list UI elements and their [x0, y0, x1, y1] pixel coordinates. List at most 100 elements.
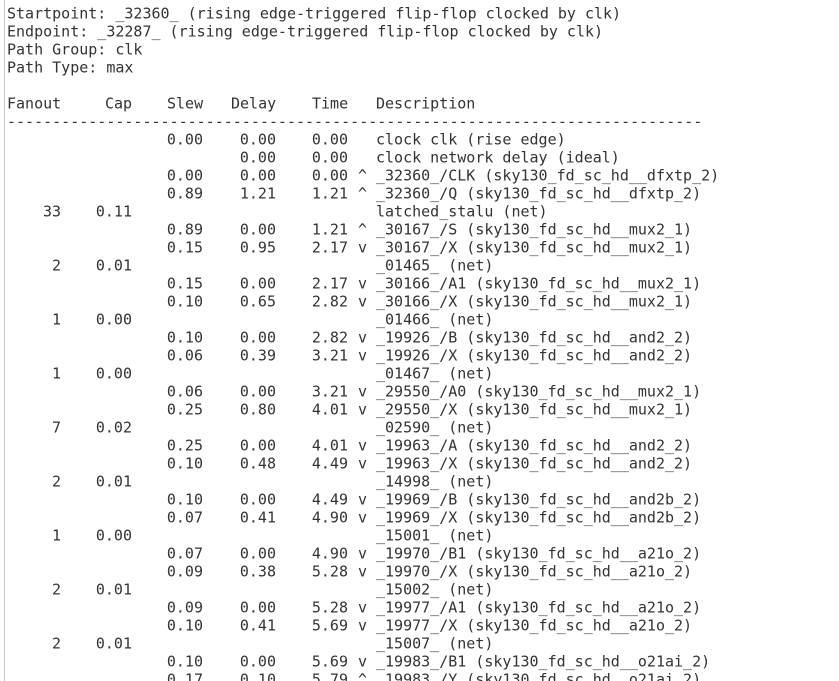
description-cell: _32360_/CLK (sky130_fd_sc_hd__dfxtp_2): [376, 167, 719, 185]
delay-cell: 0.00: [240, 383, 276, 401]
delay-cell: 0.41: [240, 617, 276, 635]
edge-cell: v: [358, 401, 367, 419]
edge-cell: v: [358, 275, 367, 293]
edge-cell: v: [358, 509, 367, 527]
description-cell: _19963_/A (sky130_fd_sc_hd__and2_2): [376, 437, 692, 455]
delay-cell: 0.65: [240, 293, 276, 311]
time-cell: 0.00: [312, 167, 348, 185]
slew-cell: 0.07: [167, 545, 203, 563]
delay-cell: 0.00: [240, 131, 276, 149]
delay-cell: 0.00: [240, 437, 276, 455]
path-type-line: Path Type: max: [7, 59, 133, 77]
time-cell: 5.79: [312, 671, 348, 681]
slew-cell: 0.15: [167, 239, 203, 257]
time-cell: 1.21: [312, 221, 348, 239]
delay-cell: 0.00: [240, 329, 276, 347]
column-header: Delay: [231, 95, 276, 113]
delay-cell: 0.00: [240, 149, 276, 167]
slew-cell: 0.10: [167, 293, 203, 311]
time-cell: 4.90: [312, 509, 348, 527]
delay-cell: 0.00: [240, 599, 276, 617]
description-cell: _01466_ (net): [376, 311, 493, 329]
delay-cell: 0.95: [240, 239, 276, 257]
description-cell: _19969_/X (sky130_fd_sc_hd__and2b_2): [376, 509, 701, 527]
edge-cell: v: [358, 491, 367, 509]
delay-cell: 0.00: [240, 167, 276, 185]
time-cell: 0.00: [312, 131, 348, 149]
fanout-cell: 2: [52, 473, 61, 491]
slew-cell: 0.10: [167, 617, 203, 635]
description-cell: _32360_/Q (sky130_fd_sc_hd__dfxtp_2): [376, 185, 701, 203]
delay-cell: 0.00: [240, 491, 276, 509]
time-cell: 0.00: [312, 149, 348, 167]
time-cell: 4.49: [312, 455, 348, 473]
description-cell: _19926_/X (sky130_fd_sc_hd__and2_2): [376, 347, 692, 365]
edge-cell: v: [358, 563, 367, 581]
cap-cell: 0.00: [96, 527, 132, 545]
endpoint-line: Endpoint: _32287_ (rising edge-triggered…: [7, 23, 603, 41]
time-cell: 4.01: [312, 437, 348, 455]
delay-cell: 0.80: [240, 401, 276, 419]
cap-cell: 0.11: [96, 203, 132, 221]
edge-cell: v: [358, 347, 367, 365]
fanout-cell: 1: [52, 311, 61, 329]
cap-cell: 0.01: [96, 473, 132, 491]
slew-cell: 0.89: [167, 221, 203, 239]
edge-cell: ^: [358, 671, 367, 681]
edge-cell: ^: [358, 221, 367, 239]
slew-cell: 0.00: [167, 131, 203, 149]
slew-cell: 0.09: [167, 599, 203, 617]
edge-cell: v: [358, 617, 367, 635]
time-cell: 2.17: [312, 239, 348, 257]
fanout-cell: 1: [52, 365, 61, 383]
delay-cell: 0.00: [240, 221, 276, 239]
edge-cell: v: [358, 653, 367, 671]
separator: ----------------------------------------…: [7, 113, 702, 131]
time-cell: 4.01: [312, 401, 348, 419]
description-cell: _02590_ (net): [376, 419, 493, 437]
column-header: Slew: [167, 95, 204, 113]
description-cell: clock network delay (ideal): [376, 149, 620, 167]
time-cell: 2.82: [312, 329, 348, 347]
time-cell: 5.69: [312, 653, 348, 671]
slew-cell: 0.17: [167, 671, 203, 681]
description-cell: _19977_/X (sky130_fd_sc_hd__a21o_2): [376, 617, 692, 635]
description-cell: _15002_ (net): [376, 581, 493, 599]
delay-cell: 0.10: [240, 671, 276, 681]
fanout-cell: 1: [52, 527, 61, 545]
edge-cell: v: [358, 437, 367, 455]
time-cell: 5.28: [312, 599, 348, 617]
edge-cell: v: [358, 599, 367, 617]
time-cell: 3.21: [312, 383, 348, 401]
time-cell: 4.90: [312, 545, 348, 563]
fanout-cell: 2: [52, 581, 61, 599]
time-cell: 1.21: [312, 185, 348, 203]
edge-cell: ^: [358, 167, 367, 185]
cap-cell: 0.01: [96, 581, 132, 599]
description-cell: _30167_/X (sky130_fd_sc_hd__mux2_1): [376, 239, 692, 257]
description-cell: _19970_/X (sky130_fd_sc_hd__a21o_2): [376, 563, 692, 581]
slew-cell: 0.10: [167, 653, 203, 671]
startpoint-line: Startpoint: _32360_ (rising edge-trigger…: [7, 5, 621, 23]
time-cell: 2.82: [312, 293, 348, 311]
column-header: Cap: [105, 95, 132, 113]
cap-cell: 0.00: [96, 311, 132, 329]
slew-cell: 0.07: [167, 509, 203, 527]
delay-cell: 0.48: [240, 455, 276, 473]
description-cell: _29550_/X (sky130_fd_sc_hd__mux2_1): [376, 401, 692, 419]
edge-cell: v: [358, 293, 367, 311]
cap-cell: 0.00: [96, 365, 132, 383]
description-cell: _15001_ (net): [376, 527, 493, 545]
time-cell: 5.69: [312, 617, 348, 635]
fanout-cell: 2: [52, 635, 61, 653]
description-cell: _19983_/B1 (sky130_fd_sc_hd__o21ai_2): [376, 653, 710, 671]
edge-cell: v: [358, 383, 367, 401]
description-cell: _19977_/A1 (sky130_fd_sc_hd__a21o_2): [376, 599, 701, 617]
slew-cell: 0.25: [167, 437, 203, 455]
description-cell: _01465_ (net): [376, 257, 493, 275]
slew-cell: 0.06: [167, 383, 203, 401]
slew-cell: 0.25: [167, 401, 203, 419]
delay-cell: 0.38: [240, 563, 276, 581]
